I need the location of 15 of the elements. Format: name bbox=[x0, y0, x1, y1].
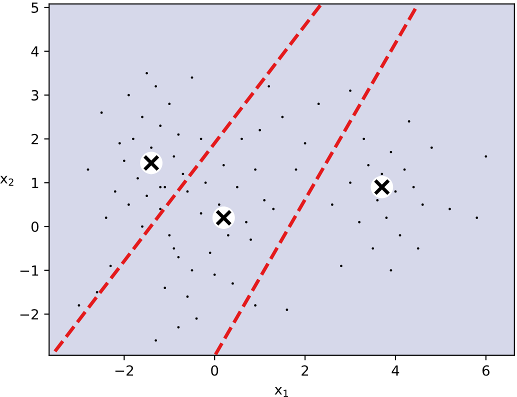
y-tick-label: −1 bbox=[20, 265, 38, 276]
x-axis-title: x$_{1}$ bbox=[274, 386, 288, 397]
x-tick-label: 4 bbox=[392, 365, 400, 376]
x-tick-label: 6 bbox=[482, 365, 490, 376]
y-tick-label: 0 bbox=[31, 221, 38, 232]
y-tick-label: 3 bbox=[32, 90, 38, 101]
x-tick-label: 2 bbox=[302, 365, 308, 376]
y-axis-title: x$_{2}$ bbox=[0, 176, 14, 186]
y-tick-label: 4 bbox=[31, 46, 39, 57]
y-tick-label: 2 bbox=[32, 134, 38, 144]
y-tick-label: −2 bbox=[20, 309, 38, 320]
x-tick-label: 0 bbox=[211, 365, 218, 376]
y-tick-label: 5 bbox=[32, 2, 38, 13]
x-tick-label: −2 bbox=[115, 365, 134, 376]
y-tick-label: 1 bbox=[32, 178, 38, 188]
